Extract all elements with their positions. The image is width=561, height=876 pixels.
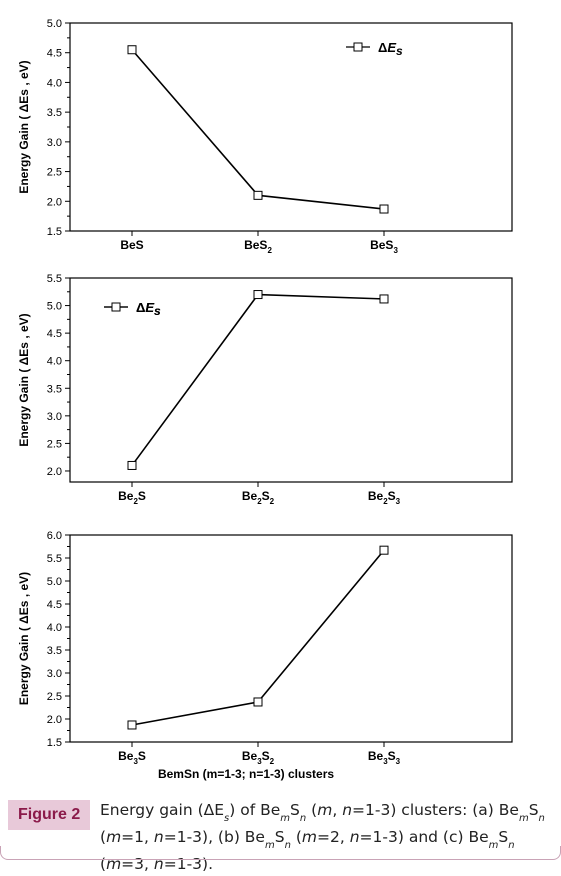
legend: ΔEs	[346, 40, 403, 58]
y-tick-label: 3.5	[47, 383, 62, 395]
legend-label: ΔEs	[136, 300, 161, 318]
y-tick-label: 2.0	[47, 714, 62, 726]
y-tick-label: 4.0	[47, 622, 62, 634]
x-tick-label: BeS3	[370, 238, 398, 255]
y-tick-label: 5.0	[47, 18, 62, 30]
y-tick-label: 5.5	[47, 553, 62, 565]
x-tick-label: Be3S	[118, 749, 146, 766]
plot-frame	[69, 277, 513, 483]
data-point	[127, 720, 137, 730]
x-tick-label: Be2S3	[368, 489, 401, 506]
x-tick-label: Be2S2	[242, 489, 275, 506]
data-point	[253, 190, 263, 200]
y-tick-label: 4.0	[47, 77, 62, 89]
data-point	[127, 460, 137, 470]
y-tick-label: 3.5	[47, 645, 62, 657]
figure-label: Figure 2	[8, 800, 91, 830]
caption-body: Energy gain (ΔEs) of BemSn (m, n=1-3) cl…	[100, 801, 545, 873]
y-axis-label: Energy Gain ( ΔEs , eV)	[17, 60, 31, 193]
data-point	[379, 294, 389, 304]
y-axis-label: Energy Gain ( ΔEs , eV)	[17, 572, 31, 705]
data-point	[253, 290, 263, 300]
x-tick-label: Be3S2	[242, 749, 275, 766]
y-tick-label: 3.0	[47, 137, 62, 149]
data-point	[379, 204, 389, 214]
y-tick-label: 3.0	[47, 668, 62, 680]
y-tick-label: 1.5	[47, 737, 62, 749]
legend-marker	[353, 42, 363, 52]
y-tick-label: 4.5	[47, 48, 62, 60]
x-tick-label: Be3S3	[368, 749, 401, 766]
legend-marker	[111, 302, 121, 312]
legend-label: ΔEs	[378, 40, 403, 58]
figure-charts: 1.5 2.0 2.5 3.0 3.5 4.0 4.5 5.0 BeS BeS2 BeS3 Energ…	[17, 18, 513, 781]
y-tick-label: 3.5	[47, 107, 62, 119]
y-tick-label: 2.5	[47, 438, 62, 450]
y-tick-label: 2.0	[47, 196, 62, 208]
y-tick-label: 5.5	[47, 273, 62, 285]
y-tick-label: 5.0	[47, 301, 62, 313]
y-tick-label: 2.5	[47, 691, 62, 703]
y-tick-label: 2.0	[47, 466, 62, 478]
y-tick-label: 5.0	[47, 576, 62, 588]
page-border	[0, 846, 561, 860]
chart-panel-a: 1.5 2.0 2.5 3.0 3.5 4.0 4.5 5.0 BeS BeS2 BeS3 Energ…	[17, 18, 513, 255]
x-tick-label: BeS2	[244, 238, 272, 255]
plot-frame	[69, 534, 513, 743]
legend-label: ΔEs	[136, 300, 161, 318]
series-line	[131, 49, 385, 210]
series-line	[131, 293, 385, 466]
y-tick-label: 4.5	[47, 599, 62, 611]
data-point	[379, 545, 389, 555]
legend: ΔEs	[104, 300, 161, 318]
chart-panel-b: 2.0 2.5 3.0 3.5 4.0 4.5 5.0 5.5 Be2S Be2S2 Be2S3 En…	[17, 273, 513, 506]
y-tick-label: 4.0	[47, 356, 62, 368]
data-point	[127, 45, 137, 55]
y-axis-label: Energy Gain ( ΔEs , eV)	[17, 313, 31, 446]
x-axis-label: BemSn (m=1-3; n=1-3) clusters	[158, 767, 334, 781]
y-tick-label: 2.5	[47, 167, 62, 179]
y-tick-label: 4.5	[47, 328, 62, 340]
caption-text: Energy gain (ΔEs) of BemSn (m, n=1-3) cl…	[100, 798, 550, 876]
y-tick-label: 1.5	[47, 226, 62, 238]
data-point	[253, 697, 263, 707]
x-tick-label: Be2S	[118, 489, 146, 506]
x-tick-label: BeS	[120, 238, 143, 252]
y-tick-label: 3.0	[47, 411, 62, 423]
y-tick-label: 6.0	[47, 530, 62, 542]
